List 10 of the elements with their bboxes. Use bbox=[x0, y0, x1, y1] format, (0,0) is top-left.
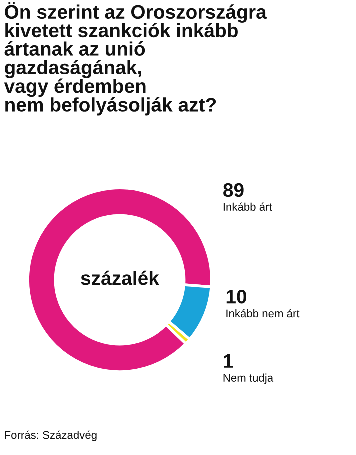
data-label: 10 bbox=[226, 290, 246, 304]
data-label: 89 bbox=[224, 183, 244, 198]
slice-label: Inkább árt bbox=[224, 202, 272, 212]
text: százalék bbox=[81, 270, 160, 286]
donut-slice bbox=[26, 186, 214, 374]
chart-title: Ön szerint az Oroszországra kivetett szankciók inkább ártanak az unió gazdaságának, vagy érdemben nem befolyásolják azt? bbox=[4, 2, 267, 116]
slice-label: Nem tudja bbox=[224, 374, 274, 384]
slice-label: Inkább nem árt bbox=[226, 309, 300, 318]
text: Forrás: Századvég bbox=[5, 430, 97, 442]
data-label: 1 bbox=[224, 354, 234, 368]
